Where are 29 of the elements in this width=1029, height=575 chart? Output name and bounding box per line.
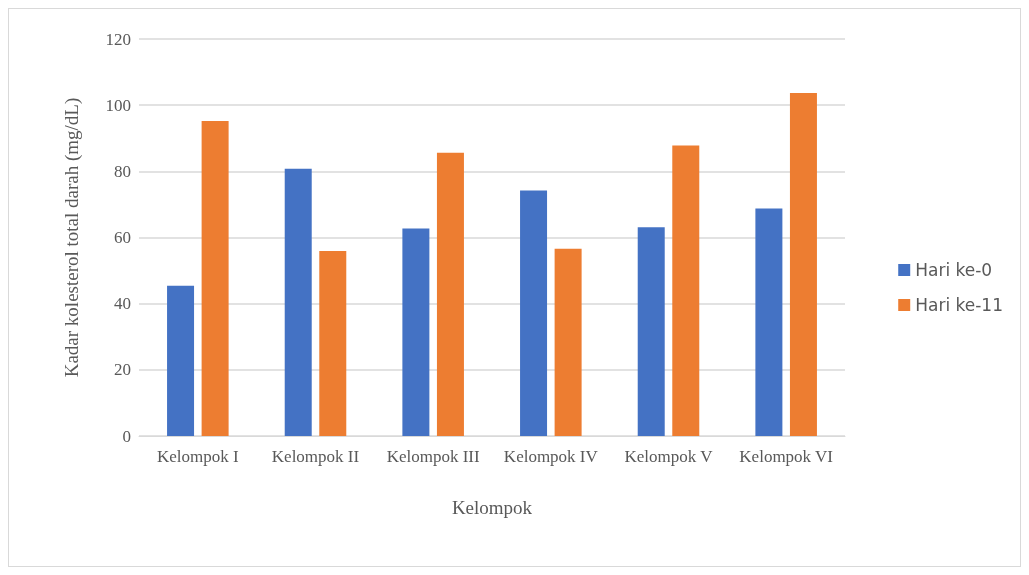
bar bbox=[402, 228, 430, 436]
bar bbox=[319, 251, 347, 436]
x-tick-label: Kelompok II bbox=[271, 446, 360, 466]
x-tick-label: Kelompok IV bbox=[503, 446, 599, 466]
legend-label: Hari ke-0 bbox=[915, 260, 993, 280]
y-tick-label: 0 bbox=[122, 426, 131, 446]
y-tick-label: 120 bbox=[105, 29, 131, 49]
legend-label: Hari ke-11 bbox=[915, 295, 1003, 315]
y-axis-title: Kadar kolesterol total darah (mg/dL) bbox=[61, 97, 83, 378]
y-tick-label: 40 bbox=[114, 294, 131, 314]
y-tick-label: 60 bbox=[114, 228, 131, 247]
bar bbox=[789, 92, 817, 436]
bar bbox=[554, 248, 582, 436]
y-tick-label: 80 bbox=[114, 161, 131, 181]
x-tick-label: Kelompok I bbox=[156, 446, 240, 466]
x-tick-label: Kelompok III bbox=[386, 446, 480, 466]
bar bbox=[284, 168, 312, 436]
bar bbox=[755, 208, 783, 436]
y-tick-label: 100 bbox=[105, 95, 131, 115]
bar bbox=[201, 121, 229, 436]
y-tick-label: 20 bbox=[114, 360, 131, 380]
x-tick-label: Kelompok V bbox=[624, 446, 714, 466]
bar bbox=[520, 190, 548, 436]
x-axis-title: Kelompok bbox=[451, 497, 533, 518]
x-tick-label: Kelompok VI bbox=[739, 446, 834, 466]
bar bbox=[436, 152, 464, 436]
bar bbox=[672, 145, 700, 436]
bar bbox=[167, 285, 195, 436]
bar bbox=[637, 227, 665, 436]
